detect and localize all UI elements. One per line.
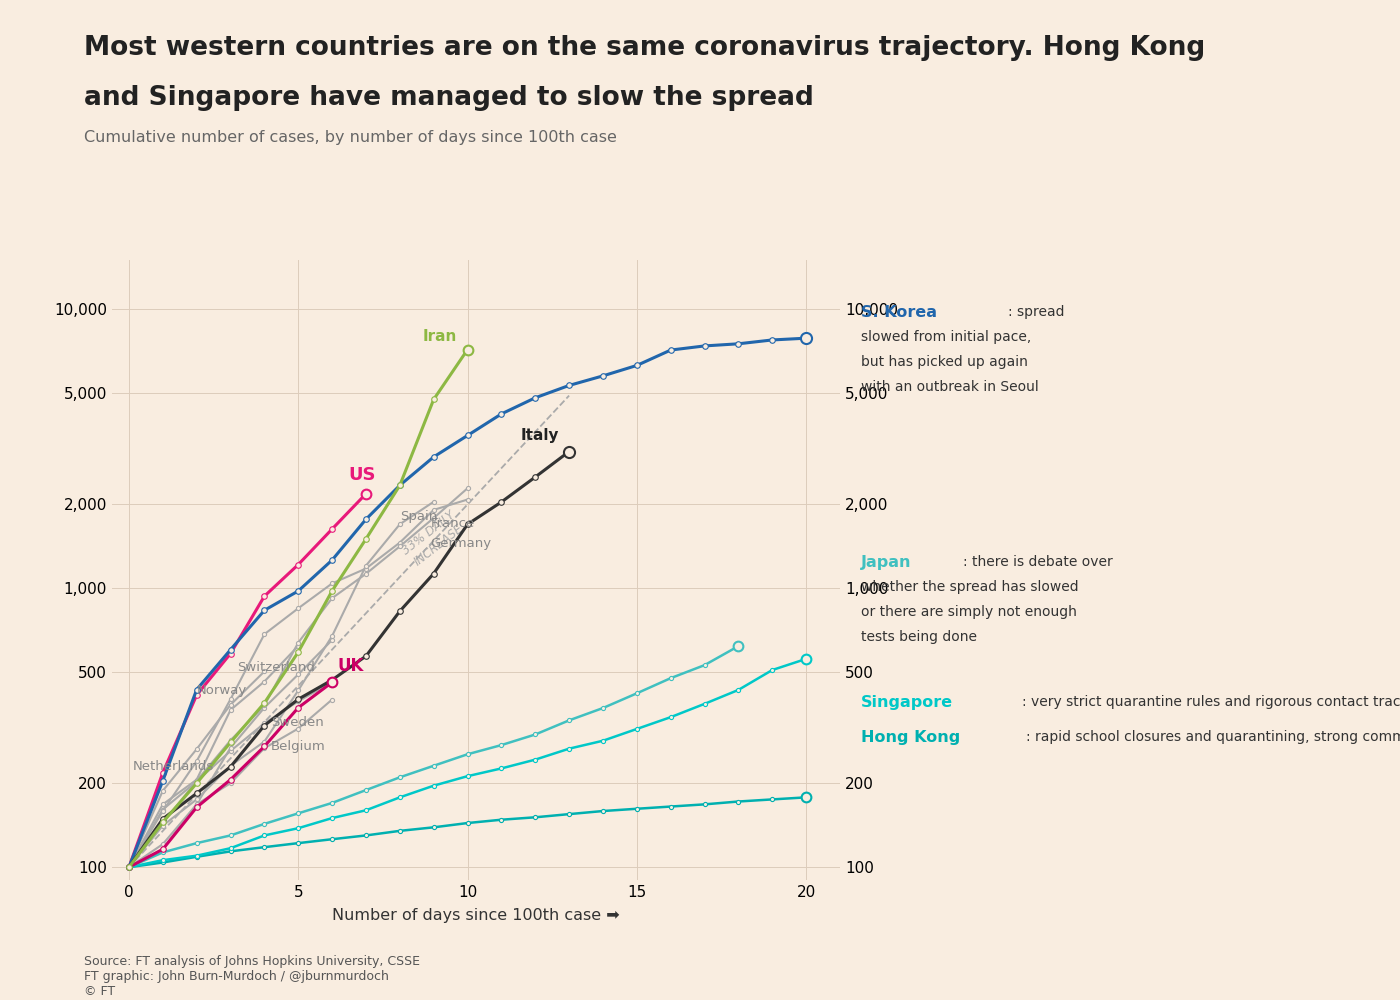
Text: : there is debate over: : there is debate over [963,555,1113,569]
Text: Netherlands: Netherlands [133,760,214,773]
Text: Hong Kong: Hong Kong [861,730,960,745]
Text: Most western countries are on the same coronavirus trajectory. Hong Kong: Most western countries are on the same c… [84,35,1205,61]
Text: Cumulative number of cases, by number of days since 100th case: Cumulative number of cases, by number of… [84,130,617,145]
Text: Japan: Japan [861,555,911,570]
Text: Sweden: Sweden [272,716,323,729]
Text: whether the spread has slowed: whether the spread has slowed [861,580,1078,594]
Text: slowed from initial pace,: slowed from initial pace, [861,330,1032,344]
Text: or there are simply not enough: or there are simply not enough [861,605,1077,619]
Text: Germany: Germany [430,537,491,550]
Text: UK: UK [337,657,364,675]
Text: US: US [349,466,377,484]
Text: Norway: Norway [196,684,246,697]
Text: Belgium: Belgium [272,740,326,753]
Text: and Singapore have managed to slow the spread: and Singapore have managed to slow the s… [84,85,813,111]
Text: Source: FT analysis of Johns Hopkins University, CSSE
FT graphic: John Burn-Murd: Source: FT analysis of Johns Hopkins Uni… [84,955,420,998]
Text: S. Korea: S. Korea [861,305,937,320]
Text: France: France [430,517,475,530]
Text: : very strict quarantine rules and rigorous contact tracing: : very strict quarantine rules and rigor… [1022,695,1400,709]
Text: 33% DAILY
INCREASE: 33% DAILY INCREASE [400,509,468,569]
Text: : rapid school closures and quarantining, strong community response: : rapid school closures and quarantining… [1026,730,1400,744]
Text: Singapore: Singapore [861,695,953,710]
Text: tests being done: tests being done [861,630,977,644]
Text: : spread: : spread [1008,305,1064,319]
Text: Spain: Spain [400,510,437,523]
X-axis label: Number of days since 100th case ➡: Number of days since 100th case ➡ [332,908,620,923]
Text: Iran: Iran [423,329,458,344]
Text: but has picked up again: but has picked up again [861,355,1028,369]
Text: Switzerland: Switzerland [237,661,315,674]
Text: Italy: Italy [521,428,559,443]
Text: with an outbreak in Seoul: with an outbreak in Seoul [861,380,1039,394]
